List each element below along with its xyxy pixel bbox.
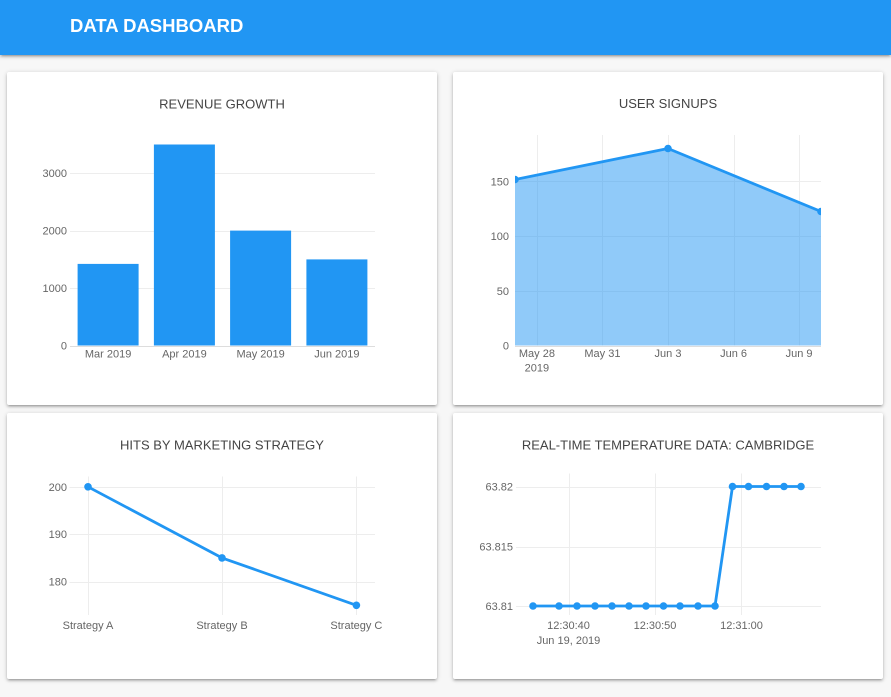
svg-text:12:30:50: 12:30:50 — [634, 620, 677, 632]
svg-text:0: 0 — [61, 341, 67, 353]
svg-text:May 2019: May 2019 — [236, 349, 284, 361]
svg-text:Strategy A: Strategy A — [63, 620, 114, 632]
svg-text:HITS BY MARKETING STRATEGY: HITS BY MARKETING STRATEGY — [120, 438, 324, 453]
svg-text:150: 150 — [491, 176, 509, 188]
svg-text:12:30:40: 12:30:40 — [547, 620, 590, 632]
svg-text:Strategy B: Strategy B — [196, 620, 247, 632]
svg-text:190: 190 — [49, 529, 67, 541]
svg-text:63.82: 63.82 — [485, 482, 513, 494]
svg-text:REVENUE GROWTH: REVENUE GROWTH — [159, 97, 285, 112]
svg-text:2000: 2000 — [43, 226, 67, 238]
svg-text:Jun 2019: Jun 2019 — [314, 349, 359, 361]
svg-text:REAL-TIME TEMPERATURE DATA: CA: REAL-TIME TEMPERATURE DATA: CAMBRIDGE — [522, 438, 815, 453]
svg-text:USER SIGNUPS: USER SIGNUPS — [619, 96, 718, 111]
svg-text:May 28: May 28 — [519, 348, 555, 360]
svg-text:50: 50 — [497, 286, 509, 298]
svg-text:Jun 3: Jun 3 — [655, 348, 682, 360]
svg-text:Mar 2019: Mar 2019 — [85, 349, 131, 361]
svg-text:100: 100 — [491, 231, 509, 243]
svg-text:200: 200 — [49, 482, 67, 494]
svg-text:Strategy C: Strategy C — [330, 620, 382, 632]
svg-text:0: 0 — [503, 341, 509, 353]
svg-text:63.815: 63.815 — [479, 542, 513, 554]
svg-text:3000: 3000 — [43, 168, 67, 180]
svg-text:May 31: May 31 — [584, 348, 620, 360]
svg-text:12:31:00: 12:31:00 — [720, 620, 763, 632]
svg-text:180: 180 — [49, 577, 67, 589]
svg-text:Jun 9: Jun 9 — [786, 348, 813, 360]
svg-text:Jun 19, 2019: Jun 19, 2019 — [537, 635, 601, 647]
svg-text:Jun 6: Jun 6 — [720, 348, 747, 360]
svg-text:Apr 2019: Apr 2019 — [162, 349, 207, 361]
svg-text:63.81: 63.81 — [485, 601, 513, 613]
svg-text:1000: 1000 — [43, 283, 67, 295]
svg-text:2019: 2019 — [525, 363, 549, 375]
